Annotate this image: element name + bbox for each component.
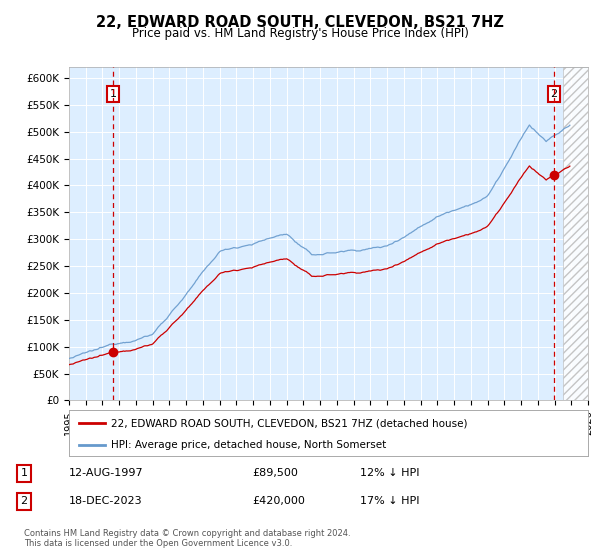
Text: 1: 1 xyxy=(20,468,28,478)
Text: 12% ↓ HPI: 12% ↓ HPI xyxy=(360,468,419,478)
Text: 22, EDWARD ROAD SOUTH, CLEVEDON, BS21 7HZ: 22, EDWARD ROAD SOUTH, CLEVEDON, BS21 7H… xyxy=(96,15,504,30)
Text: 1: 1 xyxy=(109,89,116,99)
Text: Contains HM Land Registry data © Crown copyright and database right 2024.
This d: Contains HM Land Registry data © Crown c… xyxy=(24,529,350,548)
Text: 22, EDWARD ROAD SOUTH, CLEVEDON, BS21 7HZ (detached house): 22, EDWARD ROAD SOUTH, CLEVEDON, BS21 7H… xyxy=(110,418,467,428)
Text: 17% ↓ HPI: 17% ↓ HPI xyxy=(360,496,419,506)
Text: £420,000: £420,000 xyxy=(252,496,305,506)
Text: £89,500: £89,500 xyxy=(252,468,298,478)
Polygon shape xyxy=(563,67,588,400)
Text: Price paid vs. HM Land Registry's House Price Index (HPI): Price paid vs. HM Land Registry's House … xyxy=(131,27,469,40)
Text: 18-DEC-2023: 18-DEC-2023 xyxy=(69,496,143,506)
Text: 2: 2 xyxy=(550,89,557,99)
Text: 12-AUG-1997: 12-AUG-1997 xyxy=(69,468,143,478)
Text: HPI: Average price, detached house, North Somerset: HPI: Average price, detached house, Nort… xyxy=(110,440,386,450)
Text: 2: 2 xyxy=(20,496,28,506)
